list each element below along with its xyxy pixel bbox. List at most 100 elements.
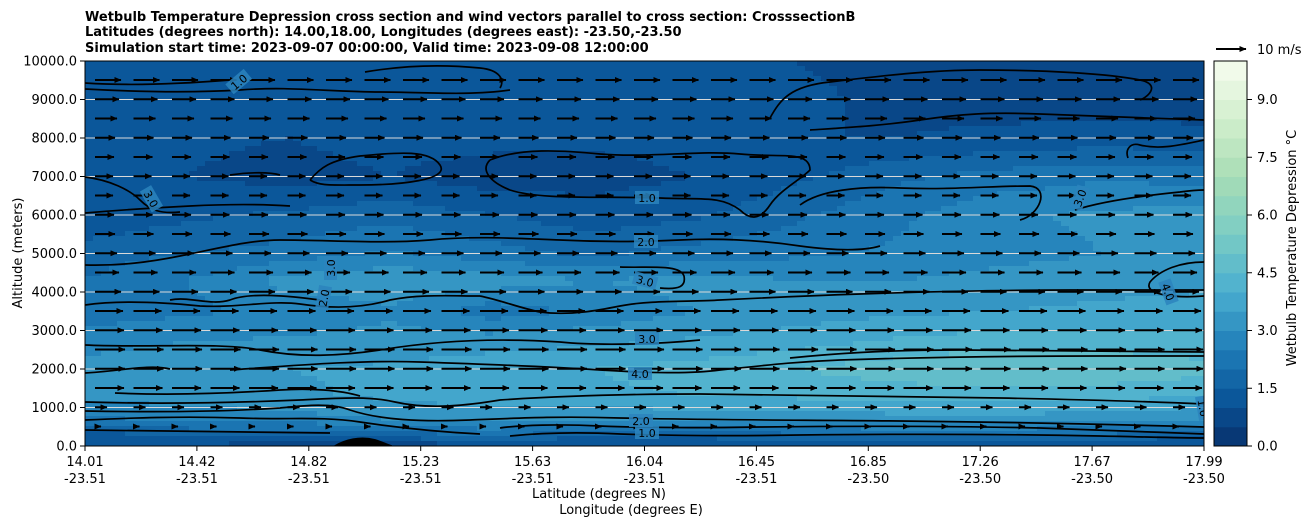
field-cell bbox=[461, 111, 470, 117]
field-cell bbox=[1101, 61, 1110, 67]
field-cell bbox=[477, 216, 486, 222]
field-cell bbox=[637, 121, 646, 127]
field-cell bbox=[405, 146, 414, 152]
field-cell bbox=[949, 201, 958, 207]
field-cell bbox=[1181, 131, 1190, 137]
field-cell bbox=[661, 126, 670, 132]
field-cell bbox=[957, 171, 966, 177]
field-cell bbox=[933, 196, 942, 202]
field-cell bbox=[85, 91, 94, 97]
field-cell bbox=[309, 191, 318, 197]
field-cell bbox=[981, 171, 990, 177]
field-cell bbox=[293, 131, 302, 137]
field-cell bbox=[813, 71, 822, 77]
field-cell bbox=[565, 131, 574, 137]
field-cell bbox=[221, 146, 230, 152]
field-cell bbox=[1149, 126, 1158, 132]
field-cell bbox=[301, 131, 310, 137]
field-cell bbox=[1197, 181, 1204, 187]
field-cell bbox=[1165, 166, 1174, 172]
field-cell bbox=[997, 146, 1006, 152]
field-cell bbox=[85, 151, 94, 157]
field-cell bbox=[733, 81, 742, 87]
field-cell bbox=[725, 141, 734, 147]
field-cell bbox=[861, 201, 870, 207]
field-cell bbox=[1165, 131, 1174, 137]
field-cell bbox=[493, 141, 502, 147]
field-cell bbox=[677, 91, 686, 97]
field-cell bbox=[509, 86, 518, 92]
field-cell bbox=[85, 106, 94, 112]
field-cell bbox=[709, 76, 718, 82]
field-cell bbox=[381, 171, 390, 177]
field-cell bbox=[805, 216, 814, 222]
field-cell bbox=[357, 66, 366, 72]
field-cell bbox=[1093, 111, 1102, 117]
field-cell bbox=[525, 226, 534, 232]
field-cell bbox=[357, 176, 366, 182]
field-cell bbox=[733, 226, 742, 232]
field-cell bbox=[509, 141, 518, 147]
field-cell bbox=[1037, 66, 1046, 72]
field-cell bbox=[197, 186, 206, 192]
field-cell bbox=[589, 61, 598, 67]
field-cell bbox=[597, 191, 606, 197]
field-cell bbox=[973, 66, 982, 72]
field-cell bbox=[285, 216, 294, 222]
field-cell bbox=[309, 211, 318, 217]
field-cell bbox=[125, 96, 134, 102]
field-cell bbox=[829, 191, 838, 197]
field-cell bbox=[853, 211, 862, 217]
field-cell bbox=[589, 121, 598, 127]
field-cell bbox=[941, 71, 950, 77]
field-cell bbox=[205, 76, 214, 82]
field-cell bbox=[477, 186, 486, 192]
field-cell bbox=[621, 76, 630, 82]
field-cell bbox=[493, 61, 502, 67]
field-cell bbox=[341, 216, 350, 222]
field-cell bbox=[533, 106, 542, 112]
field-cell bbox=[469, 181, 478, 187]
field-cell bbox=[333, 181, 342, 187]
field-cell bbox=[941, 156, 950, 162]
field-cell bbox=[821, 196, 830, 202]
field-cell bbox=[285, 226, 294, 232]
field-cell bbox=[1045, 201, 1054, 207]
field-cell bbox=[541, 161, 550, 167]
field-cell bbox=[149, 131, 158, 137]
field-cell bbox=[757, 81, 766, 87]
field-cell bbox=[557, 111, 566, 117]
field-cell bbox=[717, 141, 726, 147]
field-cell bbox=[1141, 226, 1150, 232]
field-cell bbox=[261, 146, 270, 152]
field-cell bbox=[605, 146, 614, 152]
field-cell bbox=[885, 201, 894, 207]
field-cell bbox=[1181, 121, 1190, 127]
field-cell bbox=[1197, 216, 1204, 222]
field-cell bbox=[869, 151, 878, 157]
field-cell bbox=[181, 206, 190, 212]
field-cell bbox=[1037, 141, 1046, 147]
field-cell bbox=[349, 116, 358, 122]
field-cell bbox=[205, 181, 214, 187]
field-cell bbox=[701, 221, 710, 227]
field-cell bbox=[1197, 61, 1204, 67]
field-cell bbox=[517, 121, 526, 127]
field-cell bbox=[757, 111, 766, 117]
field-cell bbox=[925, 121, 934, 127]
field-cell bbox=[349, 156, 358, 162]
field-cell bbox=[773, 236, 782, 242]
field-cell bbox=[717, 91, 726, 97]
field-cell bbox=[309, 111, 318, 117]
field-cell bbox=[725, 66, 734, 72]
field-cell bbox=[957, 196, 966, 202]
field-cell bbox=[893, 196, 902, 202]
field-cell bbox=[197, 206, 206, 212]
field-cell bbox=[501, 71, 510, 77]
field-cell bbox=[1101, 186, 1110, 192]
field-cell bbox=[469, 71, 478, 77]
field-cell bbox=[573, 101, 582, 107]
field-cell bbox=[189, 211, 198, 217]
field-cell bbox=[477, 176, 486, 182]
field-cell bbox=[797, 106, 806, 112]
